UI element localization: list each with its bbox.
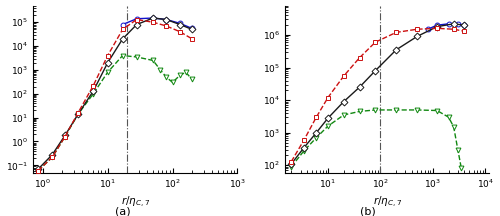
Text: (b): (b)	[360, 206, 376, 216]
Text: (a): (a)	[114, 206, 130, 216]
X-axis label: $r/\eta_{C,7}$: $r/\eta_{C,7}$	[372, 195, 402, 210]
X-axis label: $r/\eta_{C,7}$: $r/\eta_{C,7}$	[120, 195, 150, 210]
